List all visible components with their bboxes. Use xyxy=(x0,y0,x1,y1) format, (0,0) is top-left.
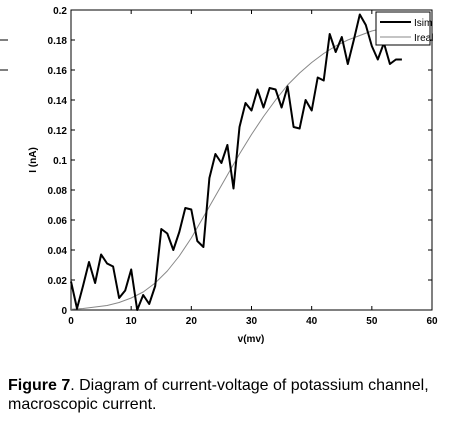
y-tick-label: 0 xyxy=(61,306,67,317)
y-tick-label: 0.1 xyxy=(53,156,67,167)
y-tick-label: 0.16 xyxy=(48,66,68,77)
x-tick-label: 0 xyxy=(68,316,74,327)
legend: Isim Ireal xyxy=(375,11,433,46)
y-tick-label: 0.2 xyxy=(53,6,67,17)
x-tick-label: 60 xyxy=(426,316,438,327)
y-tick-label: 0.02 xyxy=(48,276,68,287)
x-axis-label: v(mv) xyxy=(238,334,265,345)
y-axis: 0 0.02 0.04 0.06 0.08 0.1 0.12 0.14 0.16 0.18 0.2 xyxy=(48,6,432,317)
figure-caption: Figure 7. Diagram of current-voltage of … xyxy=(8,376,444,414)
y-tick-label: 0.14 xyxy=(48,96,68,107)
series-line-isim xyxy=(70,13,402,311)
y-tick-label: 0.06 xyxy=(48,216,68,227)
x-tick-label: 50 xyxy=(366,316,378,327)
x-tick-label: 40 xyxy=(306,316,318,327)
y-tick-label: 0.04 xyxy=(48,246,68,257)
x-tick-label: 10 xyxy=(126,316,138,327)
y-tick-label: 0.12 xyxy=(48,126,68,137)
legend-label-ireal: Ireal xyxy=(414,33,433,44)
series-line-ireal xyxy=(70,24,402,310)
plot-area xyxy=(70,9,433,311)
y-tick-label: 0.08 xyxy=(48,186,68,197)
figure-caption-text: . Diagram of current-voltage of potassiu… xyxy=(8,377,429,413)
series-layer xyxy=(70,13,402,311)
figure-label: Figure 7 xyxy=(8,377,71,394)
legend-label-isim: Isim xyxy=(414,18,432,29)
y-tick-label: 0.18 xyxy=(48,36,68,47)
x-tick-label: 30 xyxy=(246,316,258,327)
legend-box xyxy=(375,11,431,46)
x-axis: 0 10 20 30 40 50 60 xyxy=(68,10,438,327)
x-tick-label: 20 xyxy=(186,316,198,327)
chart: 0 10 20 30 40 50 60 0 0.02 0.04 0.06 0.08 0.1 0.12 0.… xyxy=(0,6,438,345)
y-axis-label: I (nA) xyxy=(28,147,39,173)
